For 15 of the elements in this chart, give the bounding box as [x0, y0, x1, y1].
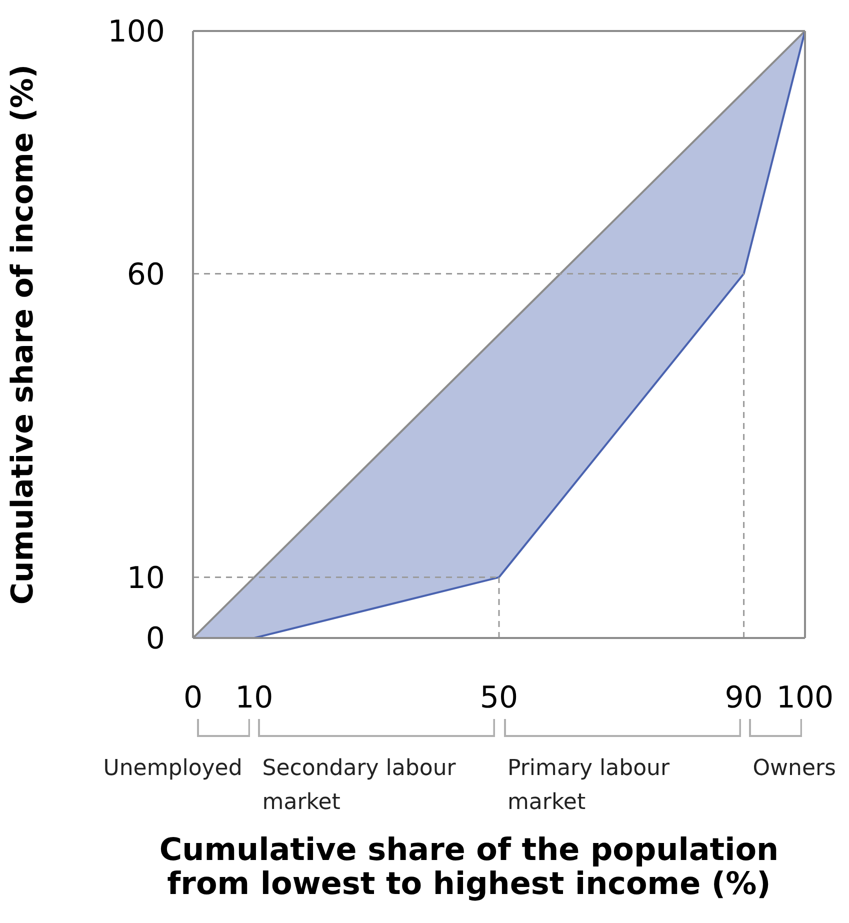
x-tick-label: 50 [480, 680, 518, 716]
y-tick-label: 100 [108, 14, 165, 50]
x-tick-label: 90 [724, 680, 763, 716]
x-tick-label: 10 [235, 680, 274, 716]
y-tick-label: 60 [126, 257, 165, 292]
text: Unemployed [102, 755, 242, 783]
x-tick-label: 100 [776, 680, 834, 716]
text: Owners [752, 755, 837, 783]
y-tick-label: 0 [146, 622, 165, 657]
x-tick-label: 0 [183, 680, 203, 716]
y-axis-title: Cumulative share of income (%) [6, 64, 41, 605]
x-axis-title: Cumulative share of the population from lowest to highest income (%) [159, 832, 779, 902]
y-tick-label: 10 [126, 560, 165, 596]
text: Primary labour market [508, 755, 671, 817]
text: Secondary labour market [262, 755, 457, 817]
